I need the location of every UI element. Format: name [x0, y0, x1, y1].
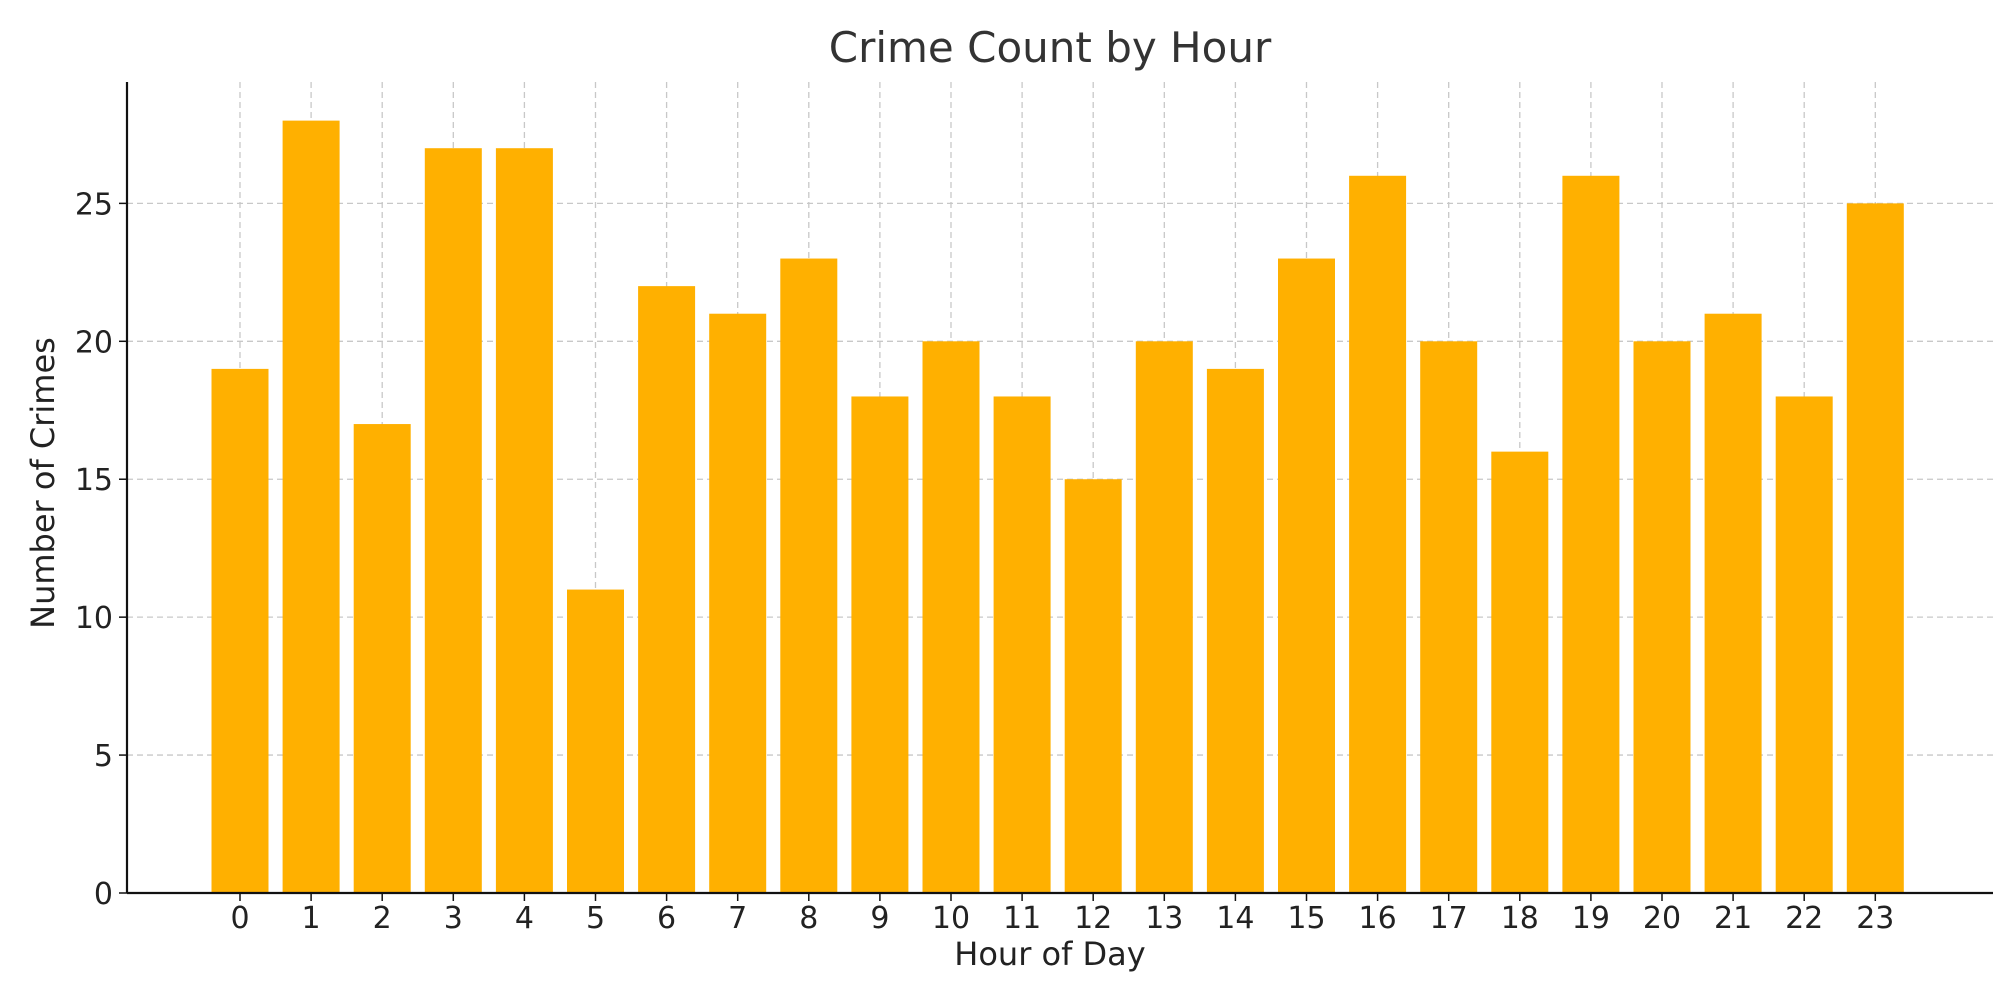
x-tick-label: 15	[1287, 901, 1325, 936]
x-tick-label: 4	[515, 901, 534, 936]
bar-hour-17	[1420, 341, 1478, 893]
bar-hour-16	[1349, 175, 1407, 893]
x-tick-label: 10	[932, 901, 970, 936]
bar-hour-7	[709, 313, 767, 893]
x-tick-label: 0	[230, 901, 249, 936]
bar-hour-8	[780, 258, 838, 894]
bar-hour-18	[1491, 451, 1549, 893]
y-tick-label: 0	[94, 877, 113, 912]
bar-hour-2	[353, 424, 411, 893]
bar-hour-21	[1704, 313, 1762, 893]
bars-layer	[211, 120, 1904, 894]
bar-hour-3	[424, 148, 482, 893]
bar-hour-20	[1633, 341, 1691, 893]
bar-hour-4	[495, 148, 553, 893]
bar-hour-12	[1064, 479, 1122, 893]
bar-hour-23	[1846, 203, 1904, 893]
x-tick-label: 11	[1003, 901, 1041, 936]
x-tick-label: 20	[1643, 901, 1681, 936]
x-tick-label: 23	[1856, 901, 1894, 936]
bar-hour-9	[851, 396, 909, 893]
bar-hour-14	[1206, 368, 1264, 893]
bar-hour-10	[922, 341, 980, 893]
y-tick-label: 10	[75, 601, 113, 636]
x-tick-label: 17	[1430, 901, 1468, 936]
bar-hour-6	[638, 286, 696, 893]
x-tick-label: 16	[1359, 901, 1397, 936]
bar-hour-19	[1562, 175, 1620, 893]
x-ticks: 0 1 2 3 4 5 6 7 8 9 10 11 12 13 14 15 16 17 18 19 20 21 22 23	[230, 893, 1894, 936]
x-tick-label: 13	[1145, 901, 1183, 936]
x-tick-label: 3	[444, 901, 463, 936]
x-tick-label: 12	[1074, 901, 1112, 936]
bar-hour-0	[211, 368, 269, 893]
y-tick-label: 20	[75, 325, 113, 360]
x-tick-label: 9	[870, 901, 889, 936]
x-tick-label: 19	[1572, 901, 1610, 936]
x-tick-label: 8	[799, 901, 818, 936]
y-tick-label: 25	[75, 187, 113, 222]
bar-hour-13	[1135, 341, 1193, 893]
bar-hour-15	[1278, 258, 1335, 894]
chart-title: Crime Count by Hour	[829, 23, 1272, 72]
x-tick-label: 5	[586, 901, 605, 936]
axes-layer	[125, 82, 1993, 895]
y-tick-label: 15	[75, 463, 113, 498]
y-tick-label: 5	[94, 739, 113, 774]
x-tick-label: 2	[373, 901, 392, 936]
x-tick-label: 6	[657, 901, 676, 936]
x-tick-label: 7	[728, 901, 747, 936]
x-tick-label: 1	[302, 901, 321, 936]
bar-hour-11	[993, 396, 1051, 893]
y-ticks: 0 5 10 15 20 25	[75, 187, 127, 912]
bar-hour-1	[282, 120, 340, 894]
y-axis-label: Number of Crimes	[24, 337, 62, 629]
x-tick-label: 18	[1501, 901, 1539, 936]
bar-hour-22	[1775, 396, 1833, 893]
x-tick-label: 14	[1216, 901, 1254, 936]
x-axis-label: Hour of Day	[954, 935, 1145, 973]
x-tick-label: 22	[1785, 901, 1823, 936]
x-tick-label: 21	[1714, 901, 1752, 936]
bar-hour-5	[567, 589, 624, 893]
